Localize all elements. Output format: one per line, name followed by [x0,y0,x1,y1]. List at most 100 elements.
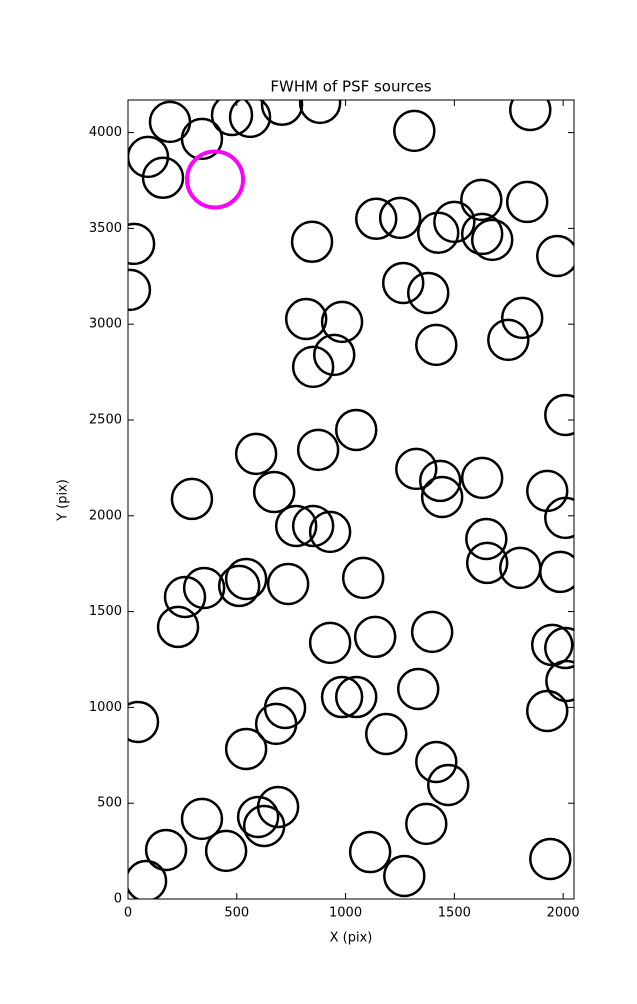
marker [334,675,378,719]
marker [274,504,318,548]
marker [234,432,278,476]
marker [144,828,188,872]
marker [296,428,340,472]
marker [396,667,440,711]
marker [163,575,207,619]
marker [224,727,268,771]
marker [470,218,514,262]
marker [393,109,436,153]
marker [341,556,385,600]
marker [460,178,503,222]
x-tick-label: 0 [124,906,132,921]
marker [308,621,352,665]
marker [364,712,408,756]
marker [210,100,254,137]
marker [460,212,504,256]
marker [148,100,192,144]
marker [405,802,448,846]
marker [128,700,160,744]
marker [260,100,304,127]
marker [128,268,152,312]
marker [354,197,398,241]
marker [263,686,307,730]
marker [433,200,476,244]
marker [426,763,470,807]
marker [420,475,464,519]
marker [252,470,296,514]
marker [185,149,246,210]
marker [242,804,286,848]
marker [254,702,298,746]
marker [525,469,569,513]
y-tick-label: 3500 [89,221,122,236]
chart-title: FWHM of PSF sources [270,78,431,96]
marker [298,100,342,125]
marker [415,323,458,367]
marker [334,408,378,452]
marker [381,261,425,305]
y-tick-label: 2000 [89,508,122,523]
y-tick-label: 3000 [89,317,122,332]
marker [291,504,335,548]
marker [500,296,544,340]
marker [320,675,364,719]
marker [525,689,569,733]
marker [291,345,335,389]
marker [416,211,460,255]
plot-frame [127,99,575,900]
marker [530,623,574,667]
marker [544,393,574,437]
marker [418,459,462,503]
marker [182,566,226,610]
marker [353,615,397,659]
marker [383,854,426,898]
marker [545,659,574,703]
marker [170,477,214,521]
y-tick-label: 500 [97,796,122,811]
y-tick-label: 1000 [89,700,122,715]
x-axis-label: X (pix) [330,931,373,946]
marker [406,271,450,315]
marker [204,829,248,873]
marker [487,318,530,362]
marker [410,610,454,654]
marker [266,562,310,606]
marker [236,795,280,839]
marker [290,220,334,264]
marker [460,456,504,500]
marker [180,797,224,841]
marker [128,222,156,266]
marker [128,859,168,899]
marker [465,541,509,585]
marker [312,333,356,377]
marker [228,100,272,139]
x-tick-label: 500 [224,906,249,921]
x-tick-label: 1500 [438,906,471,921]
marker [284,297,328,341]
marker [529,837,572,881]
marker [308,510,352,554]
marker [378,196,422,240]
marker [415,740,458,784]
marker [141,156,185,200]
marker [217,564,261,608]
marker [348,830,392,874]
x-tick-label: 2000 [547,906,580,921]
y-tick-label: 4000 [89,125,122,140]
marker [180,117,224,161]
marker [544,626,574,670]
x-tick-label: 1000 [329,906,362,921]
plot-area [128,100,574,899]
marker [395,447,438,491]
marker [224,557,268,601]
marker [505,180,549,224]
marker [156,605,200,649]
marker [544,496,574,540]
marker [320,300,364,344]
marker [536,234,574,278]
y-tick-label: 1500 [89,604,122,619]
y-axis-label: Y (pix) [56,479,71,522]
y-tick-label: 0 [114,892,122,907]
marker [509,100,552,132]
